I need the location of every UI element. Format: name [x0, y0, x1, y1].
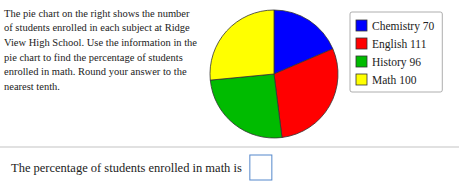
background — [0, 0, 459, 188]
pie — [210, 10, 338, 138]
pie-slice — [210, 10, 274, 80]
legend: Chemistry 70 English 111 History 96 Math 10… — [350, 12, 442, 92]
chart-root: The pie chart on the right shows the num… — [0, 0, 459, 188]
legend-swatch — [356, 56, 367, 67]
question-line: of students enrolled in each subject at … — [4, 22, 190, 33]
question-line: pie chart to find the percentage of stud… — [4, 52, 183, 63]
question-line: enrolled in math. Round your answer to t… — [4, 66, 187, 77]
question-text: The pie chart on the right shows the num… — [4, 8, 197, 93]
legend-swatch — [356, 20, 367, 31]
legend-swatch — [356, 74, 367, 85]
separator — [0, 147, 459, 148]
question-line: View High School. Use the information in… — [4, 37, 197, 48]
legend-swatch — [356, 38, 367, 49]
pie-slice — [210, 74, 282, 138]
legend-label: Chemistry 70 — [372, 20, 435, 33]
answer-prompt: The percentage of students enrolled in m… — [11, 161, 242, 175]
question-line: The pie chart on the right shows the num… — [4, 8, 190, 19]
legend-frame — [350, 12, 442, 92]
legend-label: History 96 — [372, 56, 421, 69]
legend-label: Math 100 — [372, 74, 417, 86]
question-line: nearest tenth. — [4, 81, 60, 92]
pie-slice — [274, 49, 338, 138]
answer-box — [250, 155, 272, 180]
legend-label: English 111 — [372, 38, 427, 51]
